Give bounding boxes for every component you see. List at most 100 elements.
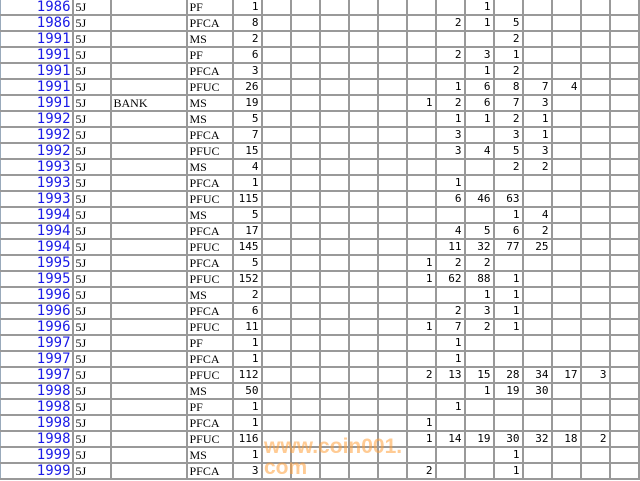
value-cell (318, 318, 350, 336)
year-link[interactable]: 1993 (0, 158, 74, 176)
value-cell (579, 318, 611, 336)
value-cell (434, 0, 466, 16)
value-cell (289, 206, 321, 224)
value-cell (289, 302, 321, 320)
note-cell (109, 430, 188, 448)
year-link[interactable]: 1986 (0, 0, 74, 16)
value-cell (608, 190, 640, 208)
year-link[interactable]: 1997 (0, 366, 74, 384)
table-row: 1997 5J PF 1 1 (0, 334, 640, 352)
year-link[interactable]: 1997 (0, 350, 74, 368)
value-cell: 1 (492, 270, 524, 288)
value-cell (550, 126, 582, 144)
year-link[interactable]: 1991 (0, 30, 74, 48)
count-cell: 5 (231, 254, 263, 272)
value-cell (463, 398, 495, 416)
year-link[interactable]: 1996 (0, 318, 74, 336)
value-cell (376, 254, 408, 272)
note-cell (109, 318, 188, 336)
year-link[interactable]: 1994 (0, 222, 74, 240)
year-link[interactable]: 1992 (0, 142, 74, 160)
value-cell (521, 46, 553, 64)
value-cell (318, 430, 350, 448)
year-link[interactable]: 1996 (0, 286, 74, 304)
value-cell (579, 398, 611, 416)
year-link[interactable]: 1994 (0, 238, 74, 256)
value-cell (405, 158, 437, 176)
value-cell (550, 414, 582, 432)
value-cell: 46 (463, 190, 495, 208)
year-link[interactable]: 1999 (0, 462, 74, 480)
value-cell (608, 286, 640, 304)
value-cell (289, 382, 321, 400)
type-cell: MS (185, 206, 234, 224)
table-row: 1992 5J MS 5 1 1 2 1 (0, 110, 640, 128)
value-cell (318, 350, 350, 368)
year-link[interactable]: 1997 (0, 334, 74, 352)
grade-cell: 5J (71, 30, 112, 48)
year-link[interactable]: 1998 (0, 414, 74, 432)
year-link[interactable]: 1995 (0, 254, 74, 272)
year-link[interactable]: 1998 (0, 382, 74, 400)
count-cell: 116 (231, 430, 263, 448)
year-link[interactable]: 1998 (0, 430, 74, 448)
value-cell (260, 334, 292, 352)
year-link[interactable]: 1998 (0, 398, 74, 416)
year-link[interactable]: 1993 (0, 190, 74, 208)
value-cell (318, 238, 350, 256)
value-cell (376, 30, 408, 48)
value-cell (318, 206, 350, 224)
value-cell (376, 78, 408, 96)
value-cell (579, 206, 611, 224)
value-cell (289, 158, 321, 176)
value-cell (260, 302, 292, 320)
year-link[interactable]: 1992 (0, 126, 74, 144)
value-cell (521, 270, 553, 288)
year-link[interactable]: 1992 (0, 110, 74, 128)
value-cell (521, 62, 553, 80)
value-cell (550, 190, 582, 208)
value-cell (260, 142, 292, 160)
type-cell: PFUC (185, 318, 234, 336)
value-cell (347, 126, 379, 144)
value-cell: 1 (405, 414, 437, 432)
year-link[interactable]: 1991 (0, 46, 74, 64)
year-link[interactable]: 1993 (0, 174, 74, 192)
value-cell (289, 62, 321, 80)
year-link[interactable]: 1999 (0, 446, 74, 464)
value-cell (608, 302, 640, 320)
note-cell (109, 254, 188, 272)
value-cell: 5 (492, 142, 524, 160)
note-cell (109, 414, 188, 432)
year-link[interactable]: 1994 (0, 206, 74, 224)
value-cell: 1 (492, 286, 524, 304)
year-link[interactable]: 1991 (0, 94, 74, 112)
value-cell (579, 46, 611, 64)
value-cell (550, 0, 582, 16)
value-cell (376, 446, 408, 464)
count-cell: 1 (231, 446, 263, 464)
table-row: 1986 5J PF 1 1 (0, 0, 640, 16)
table-row: 1996 5J PFCA 6 2 3 1 (0, 302, 640, 320)
value-cell (376, 110, 408, 128)
grade-cell: 5J (71, 14, 112, 32)
value-cell (521, 446, 553, 464)
count-cell: 19 (231, 94, 263, 112)
value-cell (434, 62, 466, 80)
value-cell: 1 (463, 110, 495, 128)
year-link[interactable]: 1991 (0, 78, 74, 96)
value-cell (376, 142, 408, 160)
value-cell: 1 (434, 398, 466, 416)
type-cell: PFUC (185, 78, 234, 96)
value-cell (347, 0, 379, 16)
year-link[interactable]: 1996 (0, 302, 74, 320)
type-cell: MS (185, 286, 234, 304)
value-cell (347, 222, 379, 240)
value-cell (521, 14, 553, 32)
year-link[interactable]: 1986 (0, 14, 74, 32)
year-link[interactable]: 1991 (0, 62, 74, 80)
value-cell: 34 (521, 366, 553, 384)
value-cell (521, 286, 553, 304)
year-link[interactable]: 1995 (0, 270, 74, 288)
value-cell (260, 30, 292, 48)
